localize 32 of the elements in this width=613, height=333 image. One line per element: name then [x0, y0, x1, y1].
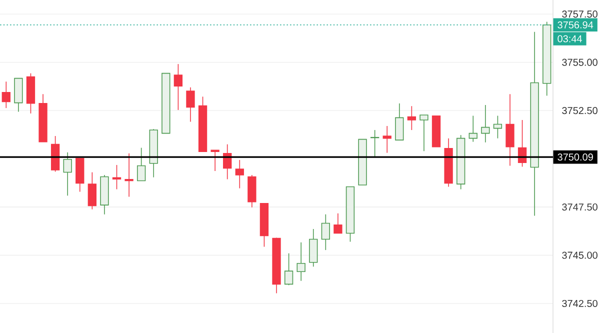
y-tick-label: 3752.50 [562, 107, 598, 114]
y-tick-label: 3747.50 [562, 203, 598, 211]
candlestick [493, 115, 502, 139]
candlestick [382, 126, 392, 154]
candlestick [284, 252, 294, 286]
candlestick [481, 104, 490, 143]
y-tick-label: 3742.50 [562, 300, 598, 308]
candlestick [235, 160, 244, 189]
candlestick [2, 81, 10, 108]
candlestick [124, 152, 134, 198]
candlestick [321, 214, 330, 250]
candlestick [309, 228, 318, 268]
candlestick [420, 114, 428, 152]
candlestick [63, 152, 72, 196]
candlestick [506, 94, 514, 166]
candlestick [395, 103, 404, 140]
candlestick [88, 172, 97, 210]
candlestick [174, 64, 183, 110]
candlestick [334, 212, 342, 234]
candlestick [136, 147, 146, 182]
y-tick-label: 3757.50 [562, 10, 598, 18]
candlestick [468, 115, 478, 142]
text: 03:44 [558, 35, 582, 42]
candlestick [186, 87, 195, 122]
ref-line-label: 3750.09 [558, 154, 593, 161]
candlestick [210, 150, 220, 172]
candlestick [112, 164, 122, 190]
ref-line-label: 3756.94 [558, 21, 594, 28]
candlestick [296, 242, 306, 282]
candlestick [407, 106, 416, 130]
y-tick-label: 3755.00 [562, 58, 598, 66]
y-tick-label: 3745.00 [562, 252, 598, 259]
